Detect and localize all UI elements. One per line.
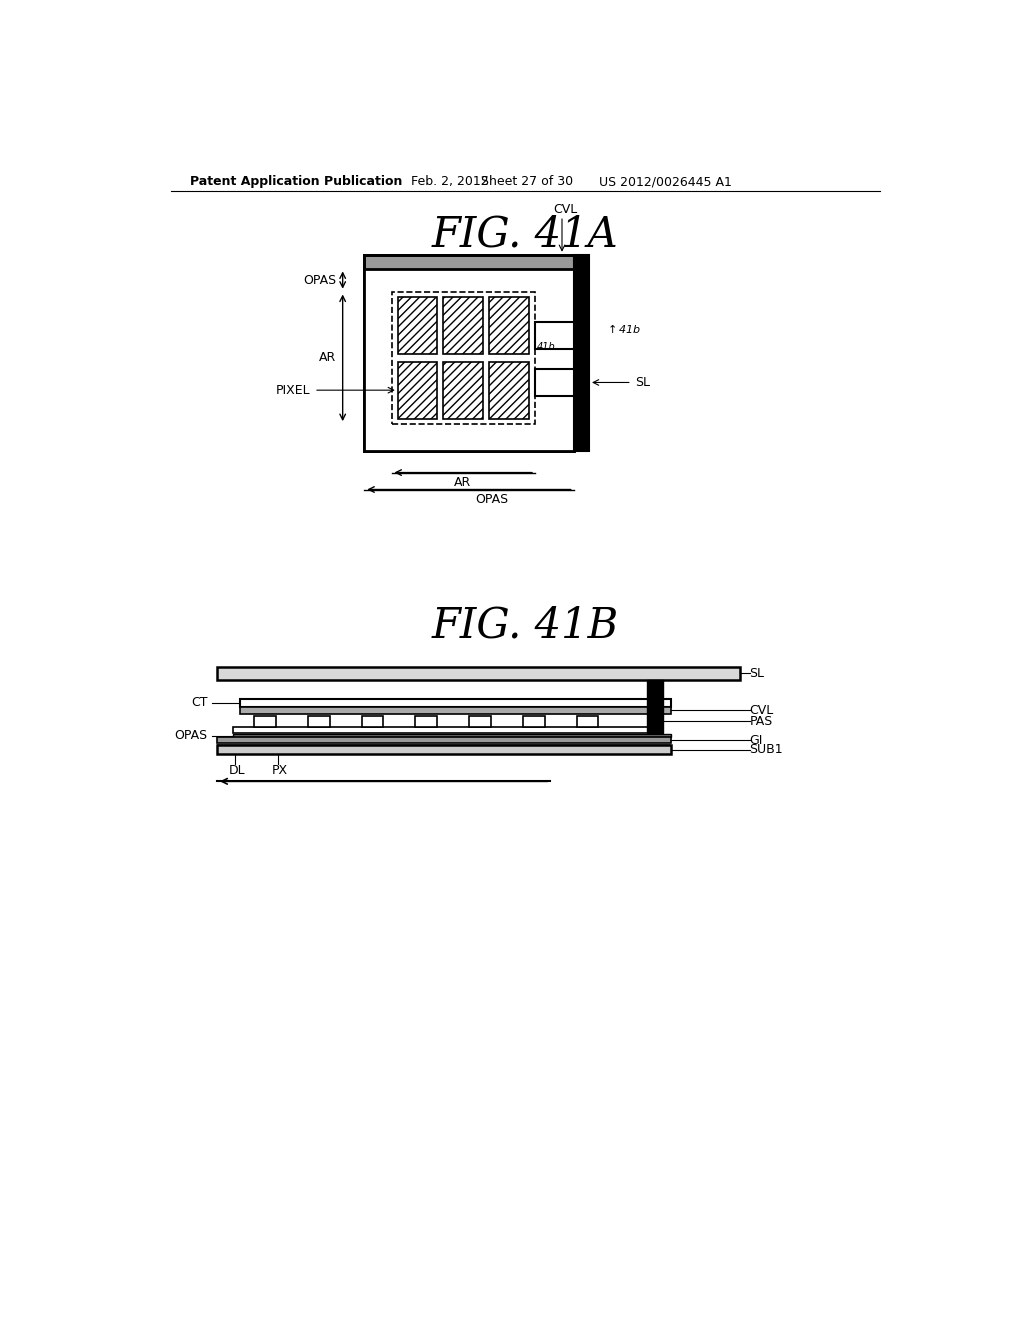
Bar: [254, 715, 275, 726]
Bar: [217, 738, 671, 743]
Text: Sheet 27 of 30: Sheet 27 of 30: [480, 176, 572, 189]
Text: PX: PX: [271, 763, 288, 776]
Text: $\uparrow$41b: $\uparrow$41b: [604, 322, 641, 335]
Bar: [391, 292, 535, 424]
Bar: [365, 255, 573, 451]
Text: OPAS: OPAS: [303, 273, 337, 286]
Bar: [391, 292, 535, 424]
Text: SUB1: SUB1: [750, 743, 783, 756]
Bar: [365, 255, 573, 451]
Bar: [217, 743, 671, 744]
Bar: [647, 680, 663, 733]
Bar: [469, 715, 490, 726]
Text: US 2012/0026445 A1: US 2012/0026445 A1: [599, 176, 732, 189]
Text: Patent Application Publication: Patent Application Publication: [190, 176, 402, 189]
Bar: [241, 700, 671, 706]
Bar: [416, 715, 437, 726]
Text: FIG. 41B: FIG. 41B: [431, 605, 618, 647]
Text: OPAS: OPAS: [175, 730, 208, 742]
Bar: [535, 322, 573, 350]
Bar: [397, 362, 437, 418]
Bar: [217, 744, 671, 755]
Bar: [443, 362, 483, 418]
Bar: [241, 708, 671, 714]
Bar: [573, 255, 589, 451]
Text: SL: SL: [750, 667, 765, 680]
Bar: [365, 255, 573, 268]
Bar: [489, 362, 528, 418]
Text: DL: DL: [228, 763, 246, 776]
Text: SL: SL: [636, 376, 650, 389]
Text: OPAS: OPAS: [476, 494, 509, 507]
Text: PAS: PAS: [750, 714, 773, 727]
Bar: [397, 297, 437, 354]
Text: PIXEL: PIXEL: [275, 384, 310, 397]
Text: CT: CT: [191, 696, 208, 709]
Bar: [361, 715, 383, 726]
Bar: [523, 715, 545, 726]
Text: 41b: 41b: [537, 342, 555, 351]
Text: CVL: CVL: [750, 704, 774, 717]
Bar: [489, 297, 528, 354]
Bar: [535, 368, 573, 396]
Text: Feb. 2, 2012: Feb. 2, 2012: [411, 176, 488, 189]
Bar: [232, 726, 663, 733]
Text: AR: AR: [455, 477, 471, 490]
Bar: [443, 297, 483, 354]
Bar: [577, 715, 598, 726]
Bar: [232, 734, 671, 738]
Bar: [217, 667, 740, 680]
Text: GI: GI: [750, 734, 763, 747]
Bar: [365, 255, 573, 451]
Text: CVL: CVL: [554, 203, 578, 216]
Bar: [308, 715, 330, 726]
Text: FIG. 41A: FIG. 41A: [431, 214, 618, 256]
Bar: [365, 255, 573, 268]
Text: AR: AR: [319, 351, 337, 364]
